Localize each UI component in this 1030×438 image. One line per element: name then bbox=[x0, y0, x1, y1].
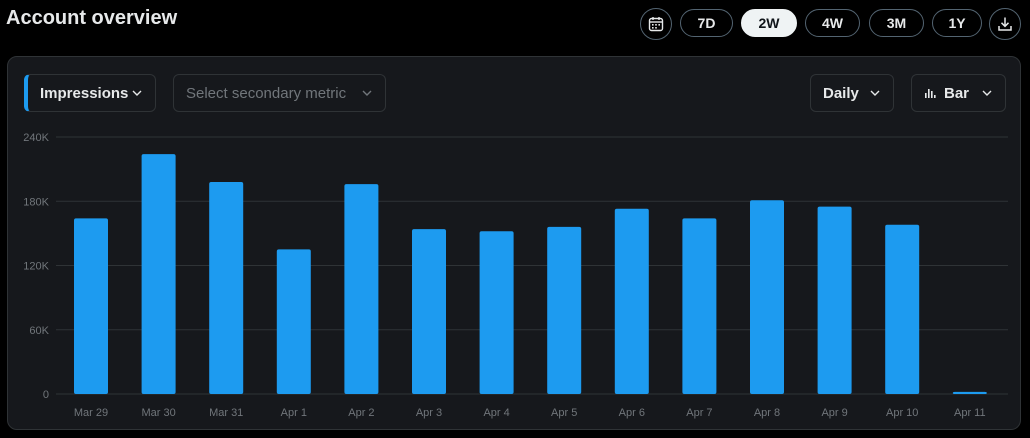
x-tick-label: Apr 8 bbox=[754, 407, 780, 419]
bar[interactable] bbox=[750, 200, 784, 394]
download-button[interactable] bbox=[989, 8, 1021, 40]
y-tick-label: 0 bbox=[43, 389, 49, 401]
secondary-metric-select[interactable]: Select secondary metric bbox=[173, 74, 386, 112]
primary-metric-select[interactable]: Impressions bbox=[24, 74, 156, 112]
primary-metric-label: Impressions bbox=[40, 84, 129, 102]
bar[interactable] bbox=[344, 184, 379, 394]
y-tick-label: 240K bbox=[23, 132, 49, 144]
x-tick-label: Apr 5 bbox=[551, 407, 577, 419]
x-tick-label: Apr 9 bbox=[821, 407, 847, 419]
x-tick-label: Apr 1 bbox=[281, 407, 307, 419]
header: Account overview 7D 2W 4W 3M 1Y bbox=[0, 0, 1030, 50]
x-tick-label: Apr 11 bbox=[954, 407, 986, 419]
chart-card: Impressions Select secondary metric Dail… bbox=[7, 56, 1021, 430]
x-tick-label: Apr 2 bbox=[348, 407, 374, 419]
y-tick-label: 180K bbox=[23, 196, 49, 208]
bar[interactable] bbox=[141, 154, 176, 394]
bar[interactable] bbox=[547, 226, 582, 394]
bar[interactable] bbox=[614, 208, 649, 394]
chevron-down-icon bbox=[362, 90, 372, 96]
bar[interactable] bbox=[952, 391, 987, 394]
interval-label: Daily bbox=[823, 84, 859, 102]
bar[interactable] bbox=[682, 218, 717, 394]
x-tick-label: Apr 6 bbox=[619, 407, 645, 419]
bar[interactable] bbox=[817, 206, 852, 394]
calendar-icon bbox=[648, 17, 664, 32]
x-tick-label: Mar 29 bbox=[74, 407, 108, 419]
bar[interactable] bbox=[276, 249, 311, 394]
chart-type-label: Bar bbox=[944, 84, 970, 102]
chevron-down-icon bbox=[132, 90, 142, 96]
bar-chart-icon bbox=[925, 89, 936, 98]
x-tick-label: Mar 30 bbox=[141, 407, 175, 419]
range-3m-button[interactable]: 3M bbox=[869, 9, 924, 37]
x-tick-label: Apr 10 bbox=[886, 407, 918, 419]
chevron-down-icon bbox=[870, 90, 880, 96]
bar[interactable] bbox=[412, 229, 446, 394]
y-tick-label: 120K bbox=[23, 261, 49, 273]
impressions-bar-chart: 0 60K 120K 180K 240K Mar 29 Mar 30 Mar 31 Apr 1 A… bbox=[23, 132, 1008, 419]
bar[interactable] bbox=[74, 218, 108, 394]
x-tick-label: Mar 31 bbox=[209, 407, 243, 419]
bar[interactable] bbox=[479, 231, 514, 394]
interval-select[interactable]: Daily bbox=[810, 74, 894, 112]
download-icon bbox=[998, 17, 1012, 31]
calendar-button[interactable] bbox=[640, 8, 672, 40]
range-7d-button[interactable]: 7D bbox=[680, 9, 733, 37]
page-title: Account overview bbox=[6, 7, 178, 29]
range-2w-button[interactable]: 2W bbox=[741, 9, 797, 37]
x-tick-label: Apr 7 bbox=[686, 407, 712, 419]
bar[interactable] bbox=[885, 224, 920, 394]
secondary-metric-placeholder: Select secondary metric bbox=[186, 84, 347, 102]
range-1y-button[interactable]: 1Y bbox=[932, 9, 982, 37]
chevron-down-icon bbox=[982, 90, 992, 96]
range-4w-button[interactable]: 4W bbox=[805, 9, 860, 37]
x-tick-label: Apr 3 bbox=[416, 407, 442, 419]
chart-type-select[interactable]: Bar bbox=[911, 74, 1006, 112]
bar[interactable] bbox=[209, 182, 244, 394]
y-tick-label: 60K bbox=[29, 325, 49, 337]
x-tick-label: Apr 4 bbox=[483, 407, 509, 419]
